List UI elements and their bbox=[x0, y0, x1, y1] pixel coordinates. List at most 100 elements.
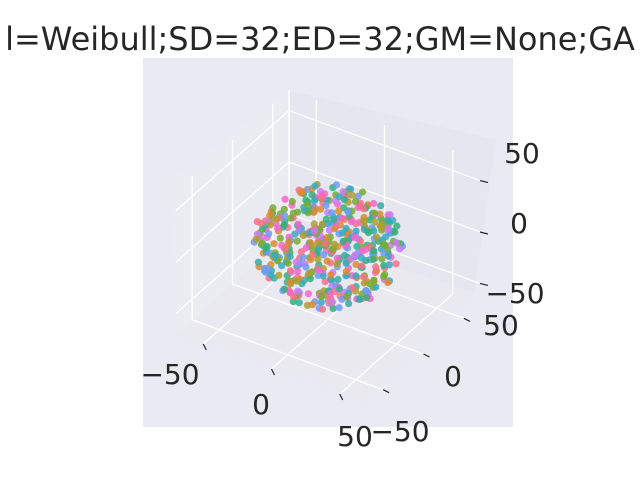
scatter-point bbox=[351, 234, 359, 242]
scatter-point bbox=[295, 299, 303, 307]
scatter-point bbox=[359, 205, 367, 213]
z-tick-mark bbox=[479, 282, 489, 287]
y-tick-mark bbox=[463, 317, 471, 322]
scatter-point bbox=[276, 234, 284, 242]
scatter-point bbox=[339, 188, 347, 196]
scatter-point bbox=[281, 212, 289, 220]
scatter-point bbox=[347, 218, 355, 226]
scatter-point bbox=[322, 201, 330, 210]
scatter-point bbox=[359, 188, 367, 196]
scatter-point bbox=[380, 261, 388, 270]
scatter-point bbox=[267, 271, 275, 279]
scatter-point bbox=[275, 271, 283, 279]
scatter-point bbox=[371, 218, 379, 226]
floor-grid-line-y bbox=[232, 283, 424, 355]
scatter-point bbox=[289, 298, 297, 306]
scatter-point bbox=[286, 278, 294, 286]
scatter-point bbox=[294, 287, 302, 295]
scatter-point bbox=[356, 237, 364, 245]
left-grid-line-z bbox=[175, 161, 290, 263]
scatter-point bbox=[335, 304, 343, 312]
scatter-point bbox=[254, 258, 262, 266]
scatter-point bbox=[252, 235, 260, 243]
scatter-point bbox=[382, 233, 390, 241]
scatter-point bbox=[302, 263, 310, 271]
scatter-point bbox=[306, 275, 314, 283]
scatter-point bbox=[362, 287, 371, 295]
x-tick-mark bbox=[270, 368, 276, 376]
scatter-point bbox=[303, 201, 312, 209]
y-tick-label-neg50: −50 bbox=[370, 415, 429, 448]
scatter-point bbox=[284, 259, 292, 267]
scatter-point bbox=[342, 259, 350, 267]
scatter-point bbox=[357, 254, 365, 262]
scatter-point bbox=[385, 261, 393, 269]
scatter-point bbox=[347, 254, 356, 263]
scatter-point bbox=[360, 279, 368, 287]
scatter-point bbox=[319, 251, 328, 259]
scatter-point bbox=[286, 267, 294, 275]
scatter-point bbox=[333, 254, 341, 262]
scatter-point bbox=[391, 228, 399, 236]
scatter-point bbox=[266, 221, 274, 229]
scatter-point bbox=[370, 199, 378, 208]
scatter-point bbox=[309, 242, 317, 250]
chart-title: l=Weibull;SD=32;ED=32;GM=None;GA bbox=[5, 20, 635, 58]
scatter-point bbox=[327, 271, 335, 279]
scatter-point bbox=[338, 214, 346, 222]
scatter-point bbox=[355, 295, 363, 303]
scatter-point bbox=[359, 273, 368, 281]
scatter-point bbox=[345, 300, 353, 308]
y-tick-label-50: 50 bbox=[483, 309, 519, 342]
scatter-point bbox=[335, 285, 343, 293]
scatter-point bbox=[287, 214, 295, 222]
scatter-point bbox=[316, 205, 325, 213]
scatter-point bbox=[309, 251, 317, 259]
scatter-point bbox=[376, 210, 384, 218]
scatter-point bbox=[396, 245, 404, 253]
left-pane bbox=[167, 90, 289, 334]
scatter-point bbox=[354, 192, 362, 200]
scatter-point bbox=[305, 269, 313, 277]
scatter-point bbox=[278, 262, 286, 270]
scatter-point bbox=[260, 265, 269, 273]
scatter-point bbox=[351, 198, 360, 206]
scatter-point bbox=[393, 222, 401, 230]
scatter-point bbox=[285, 237, 293, 245]
scatter-point bbox=[265, 230, 273, 238]
scatter-point bbox=[372, 263, 380, 271]
scatter-point bbox=[314, 245, 322, 254]
scatter-point bbox=[332, 181, 340, 189]
scatter-point bbox=[299, 231, 307, 240]
floor-pane bbox=[176, 234, 474, 404]
scatter-point bbox=[369, 255, 377, 263]
scatter-point bbox=[314, 255, 322, 263]
y-tick-label-0: 0 bbox=[444, 360, 462, 393]
scatter-point bbox=[297, 189, 305, 197]
scatter-point bbox=[288, 197, 296, 206]
y-tick-mark bbox=[382, 389, 390, 394]
scatter-point bbox=[297, 248, 305, 256]
scatter-point bbox=[311, 182, 319, 190]
x-tick-mark bbox=[339, 393, 344, 401]
z-tick-label-50: 50 bbox=[504, 137, 540, 170]
scatter-point bbox=[330, 216, 338, 224]
scatter-point bbox=[381, 270, 389, 279]
scatter-point bbox=[352, 260, 360, 268]
scatter-point bbox=[378, 255, 386, 263]
scatter-point bbox=[302, 244, 310, 252]
scatter-point bbox=[379, 240, 388, 248]
left-grid-line-z bbox=[175, 110, 290, 212]
scatter-point bbox=[331, 225, 339, 233]
scatter-point bbox=[299, 253, 307, 261]
scatter-point bbox=[286, 252, 294, 261]
scatter-point bbox=[358, 247, 366, 255]
x-tick-label-50: 50 bbox=[337, 420, 373, 453]
scatter-point bbox=[270, 240, 278, 248]
scatter-point bbox=[329, 304, 337, 312]
floor-grid-line-x bbox=[339, 293, 454, 395]
scatter-point bbox=[333, 260, 341, 268]
scatter-point bbox=[304, 209, 312, 217]
x-tick-label-0: 0 bbox=[252, 388, 270, 421]
scatter-point bbox=[342, 224, 350, 233]
